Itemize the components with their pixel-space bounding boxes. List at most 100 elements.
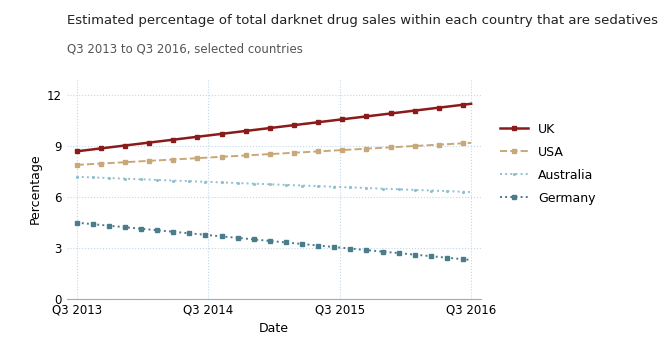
Australia bbox=[403, 188, 411, 192]
Germany bbox=[137, 227, 145, 231]
Germany bbox=[129, 226, 137, 230]
UK bbox=[105, 145, 113, 150]
UK bbox=[169, 137, 177, 142]
Germany bbox=[306, 242, 314, 247]
Germany bbox=[210, 234, 218, 238]
USA bbox=[306, 150, 314, 154]
UK bbox=[89, 147, 97, 152]
USA bbox=[451, 142, 459, 146]
Germany bbox=[371, 249, 379, 253]
Germany bbox=[346, 246, 354, 251]
USA bbox=[89, 162, 97, 166]
UK bbox=[282, 124, 290, 128]
Line: UK: UK bbox=[75, 102, 473, 153]
UK bbox=[306, 121, 314, 125]
USA bbox=[177, 157, 185, 161]
Germany bbox=[202, 233, 210, 237]
Australia bbox=[218, 180, 226, 184]
Germany bbox=[234, 236, 242, 240]
Germany bbox=[97, 223, 105, 227]
USA bbox=[371, 146, 379, 150]
USA bbox=[411, 144, 419, 148]
USA bbox=[419, 143, 427, 148]
Australia bbox=[145, 177, 153, 182]
Germany bbox=[250, 237, 258, 241]
Germany bbox=[467, 258, 475, 262]
Australia bbox=[443, 189, 451, 193]
USA bbox=[210, 155, 218, 159]
Germany bbox=[153, 228, 161, 232]
USA bbox=[105, 161, 113, 165]
USA bbox=[194, 156, 202, 160]
UK bbox=[81, 148, 89, 152]
Germany bbox=[322, 244, 330, 248]
Australia bbox=[258, 182, 266, 186]
Australia bbox=[338, 185, 346, 189]
Germany bbox=[379, 250, 387, 254]
Australia bbox=[411, 188, 419, 192]
Australia bbox=[266, 182, 274, 187]
USA bbox=[338, 148, 346, 152]
Australia bbox=[427, 188, 435, 193]
Australia bbox=[153, 178, 161, 182]
Australia bbox=[105, 176, 113, 180]
UK bbox=[371, 113, 379, 117]
USA bbox=[427, 143, 435, 147]
USA bbox=[121, 160, 129, 164]
Germany bbox=[451, 256, 459, 261]
USA bbox=[242, 153, 250, 158]
Germany bbox=[443, 256, 451, 260]
UK bbox=[298, 122, 306, 126]
Australia bbox=[97, 176, 105, 180]
UK bbox=[322, 119, 330, 124]
Australia bbox=[459, 190, 467, 194]
Germany bbox=[282, 240, 290, 245]
Australia bbox=[371, 186, 379, 190]
UK bbox=[194, 135, 202, 139]
UK bbox=[202, 134, 210, 138]
UK bbox=[153, 140, 161, 144]
UK bbox=[161, 138, 169, 143]
Text: Estimated percentage of total darknet drug sales within each country that are se: Estimated percentage of total darknet dr… bbox=[67, 14, 658, 27]
USA bbox=[218, 155, 226, 159]
Australia bbox=[81, 175, 89, 179]
USA bbox=[274, 152, 282, 156]
Australia bbox=[306, 184, 314, 188]
USA bbox=[202, 156, 210, 160]
X-axis label: Date: Date bbox=[259, 323, 289, 335]
Germany bbox=[298, 242, 306, 246]
Y-axis label: Percentage: Percentage bbox=[28, 153, 41, 224]
Australia bbox=[202, 180, 210, 184]
Australia bbox=[89, 175, 97, 179]
USA bbox=[355, 147, 363, 151]
UK bbox=[113, 144, 121, 148]
Australia bbox=[330, 185, 338, 189]
USA bbox=[97, 161, 105, 166]
USA bbox=[145, 159, 153, 163]
USA bbox=[250, 153, 258, 157]
Australia bbox=[322, 184, 330, 189]
USA bbox=[73, 163, 81, 167]
USA bbox=[169, 157, 177, 162]
UK bbox=[314, 120, 322, 124]
Germany bbox=[194, 232, 202, 236]
UK bbox=[234, 130, 242, 134]
UK bbox=[121, 143, 129, 148]
Germany bbox=[121, 225, 129, 229]
USA bbox=[185, 157, 193, 161]
Germany bbox=[355, 247, 363, 251]
USA bbox=[435, 142, 443, 147]
USA bbox=[443, 142, 451, 146]
UK bbox=[387, 111, 395, 116]
Australia bbox=[185, 179, 193, 183]
USA bbox=[226, 154, 234, 158]
Germany bbox=[177, 230, 185, 235]
UK bbox=[363, 114, 371, 119]
Germany bbox=[105, 224, 113, 228]
UK bbox=[210, 133, 218, 137]
Australia bbox=[242, 181, 250, 185]
Germany bbox=[266, 239, 274, 243]
UK bbox=[467, 102, 475, 106]
UK bbox=[177, 137, 185, 141]
UK bbox=[242, 129, 250, 133]
